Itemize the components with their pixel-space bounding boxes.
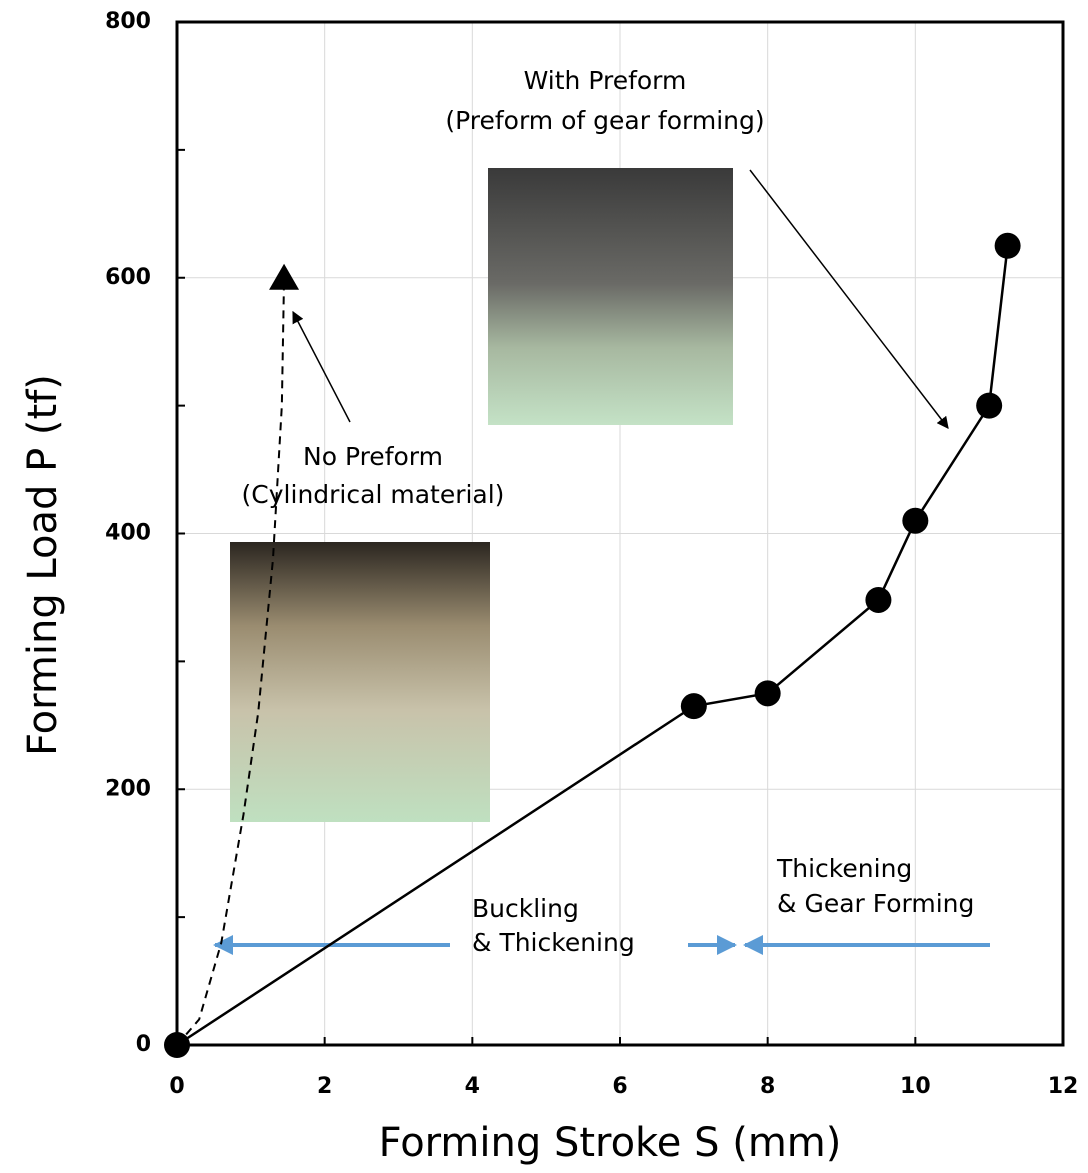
annotation: (Cylindrical material) xyxy=(242,480,505,509)
x-tick-label: 0 xyxy=(169,1074,184,1099)
x-tick-label: 2 xyxy=(317,1074,332,1099)
data-point xyxy=(976,393,1002,419)
data-point xyxy=(269,264,299,290)
annotation-arrow xyxy=(750,170,948,428)
data-point xyxy=(902,508,928,534)
annotation: (Preform of gear forming) xyxy=(445,106,764,135)
y-tick-label: 600 xyxy=(105,265,151,290)
annotation: & Thickening xyxy=(472,928,635,957)
annotation: & Gear Forming xyxy=(777,889,974,918)
annotation: With Preform xyxy=(524,66,687,95)
y-tick-label: 0 xyxy=(136,1032,151,1057)
data-point xyxy=(681,693,707,719)
y-tick-label: 400 xyxy=(105,521,151,546)
page: {"chart_data": {"type": "line", "x_label… xyxy=(0,0,1088,1173)
y-axis-label: Forming Load P (tf) xyxy=(20,374,66,756)
data-point xyxy=(755,680,781,706)
chart: Forming Stroke S (mm) Forming Load P (tf… xyxy=(0,0,1088,1173)
photo-no-preform xyxy=(230,542,490,822)
x-tick-label: 4 xyxy=(465,1074,480,1099)
annotation-arrow xyxy=(293,312,350,422)
annotation: No Preform xyxy=(303,442,443,471)
annotation: Buckling xyxy=(472,894,579,923)
data-point xyxy=(995,233,1021,259)
annotation: Thickening xyxy=(776,854,912,883)
x-tick-label: 10 xyxy=(900,1074,931,1099)
data-point xyxy=(865,587,891,613)
y-tick-label: 800 xyxy=(105,9,151,34)
x-tick-label: 12 xyxy=(1048,1074,1079,1099)
x-axis-label: Forming Stroke S (mm) xyxy=(379,1120,842,1166)
photo-with-preform xyxy=(488,168,733,425)
x-tick-label: 8 xyxy=(760,1074,775,1099)
y-tick-label: 200 xyxy=(105,776,151,801)
x-tick-label: 6 xyxy=(612,1074,627,1099)
